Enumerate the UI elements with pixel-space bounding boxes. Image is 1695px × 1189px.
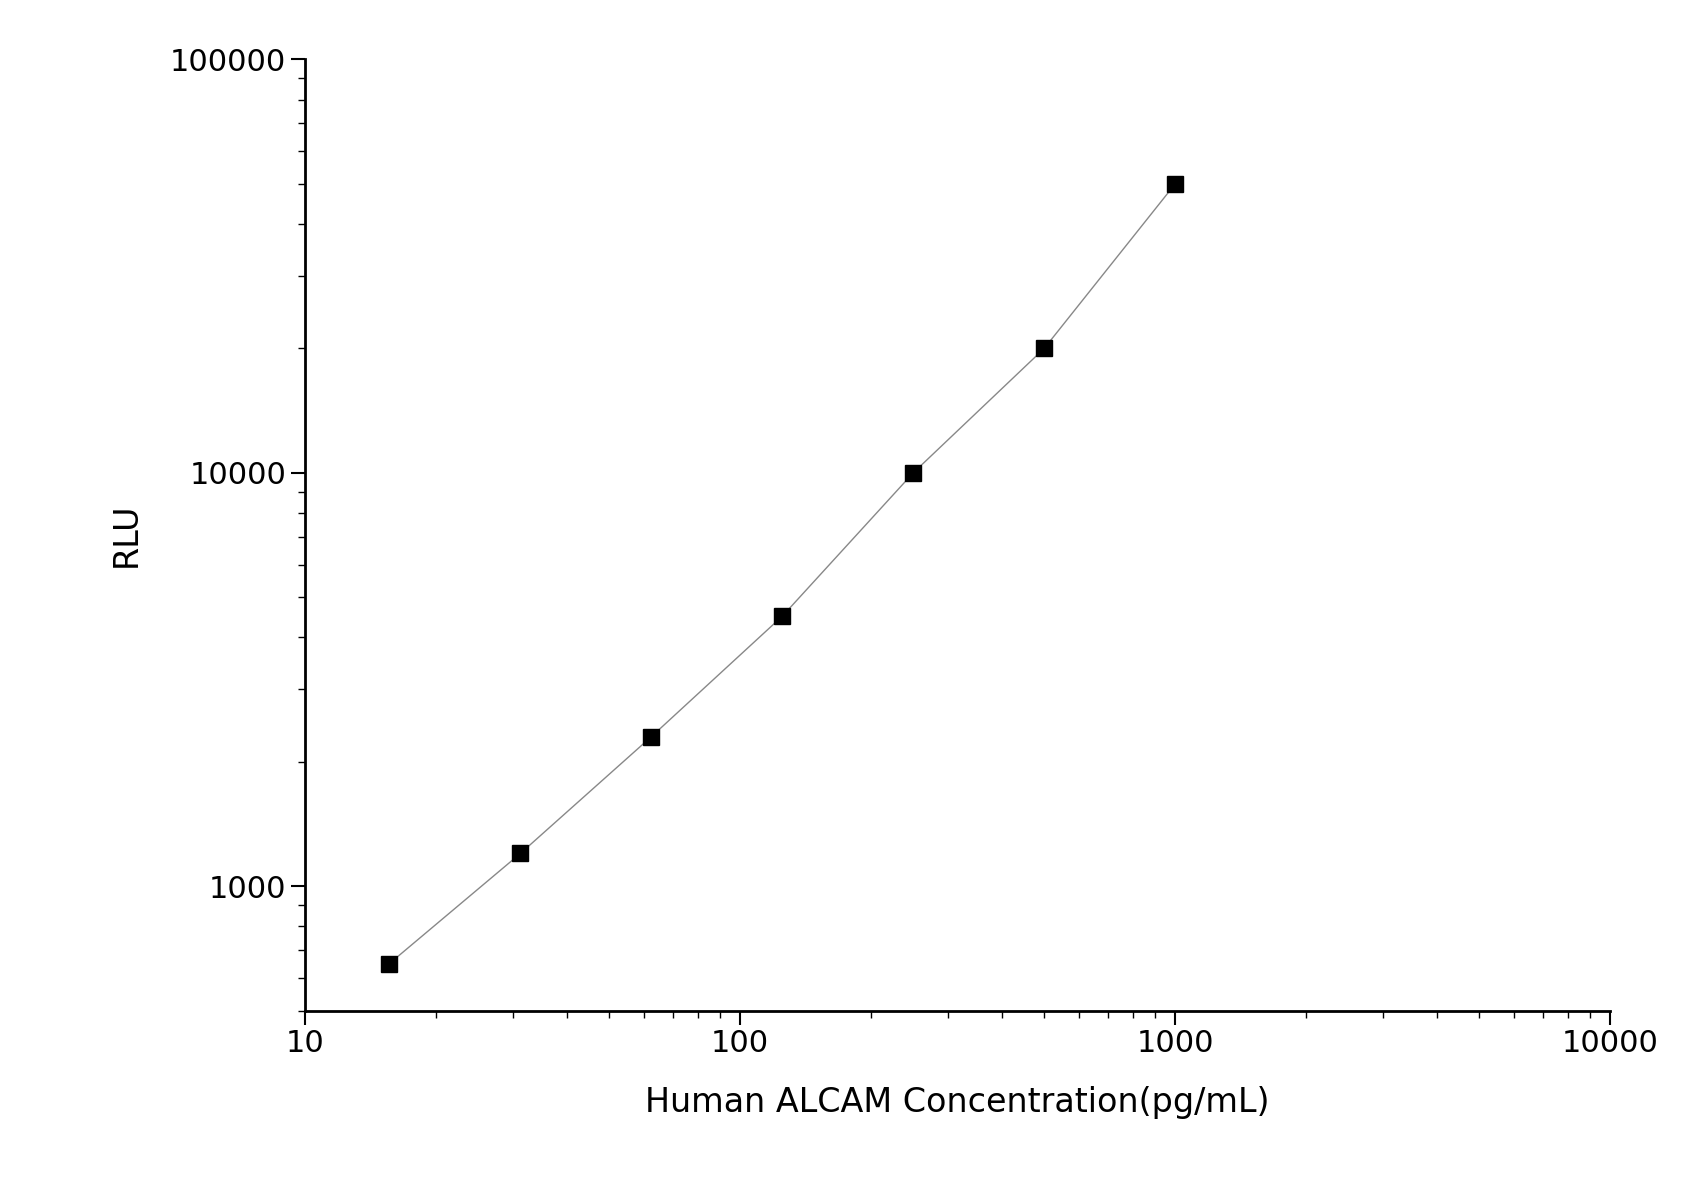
- Y-axis label: RLU: RLU: [108, 503, 142, 567]
- X-axis label: Human ALCAM Concentration(pg/mL): Human ALCAM Concentration(pg/mL): [646, 1087, 1270, 1119]
